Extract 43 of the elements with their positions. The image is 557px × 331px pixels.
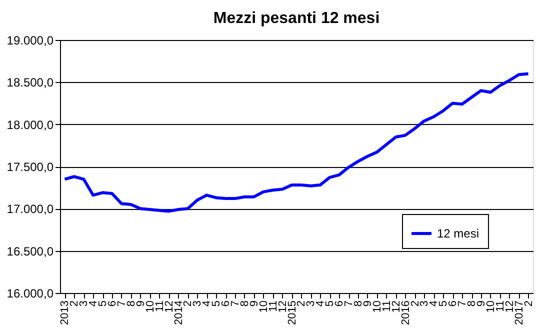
x-tick-label: 2 xyxy=(522,300,535,307)
chart-title: Mezzi pesanti 12 mesi xyxy=(213,10,380,27)
x-tick-label: 9 xyxy=(134,300,147,307)
y-tick-label: 17.000,0 xyxy=(6,202,54,216)
y-tick-label: 18.000,0 xyxy=(6,118,54,132)
x-tick-label: 8 xyxy=(352,300,364,307)
x-tick-label: 3 xyxy=(192,300,204,307)
x-tick-label: 11 xyxy=(380,300,393,312)
x-tick-label: 11 xyxy=(267,300,280,312)
x-tick-label: 10 xyxy=(371,300,384,313)
x-tick-label: 2016 xyxy=(400,300,412,325)
x-tick-label: 10 xyxy=(484,300,497,313)
line-series xyxy=(63,72,530,213)
x-tick-label: 11 xyxy=(154,300,166,312)
x-tick-label: 9 xyxy=(248,300,260,307)
x-tick-label: 12 xyxy=(163,300,176,313)
x-tick-label: 3 xyxy=(78,300,90,307)
x-tick-label: 11 xyxy=(494,300,506,312)
y-tick-label: 19.000,0 xyxy=(6,34,54,48)
x-tick-label: 8 xyxy=(125,300,138,307)
x-tick-label: 2017 xyxy=(513,300,526,325)
x-tick-label: 12 xyxy=(504,300,516,313)
x-tick-label: 12 xyxy=(390,300,402,313)
x-tick-label: 3 xyxy=(418,300,431,307)
x-tick-label: 10 xyxy=(258,300,270,313)
legend-label: 12 mesi xyxy=(437,226,480,240)
x-tick-label: 6 xyxy=(447,300,460,307)
y-tick-label: 16.000,0 xyxy=(6,286,54,300)
y-tick-label: 17.500,0 xyxy=(6,160,54,174)
x-tick-label: 10 xyxy=(144,300,156,313)
x-tick-label: 6 xyxy=(220,300,232,307)
x-tick-label: 4 xyxy=(201,300,214,307)
x-tick-label: 3 xyxy=(305,300,318,307)
x-tick-label: 9 xyxy=(475,300,488,307)
y-tick-label: 18.500,0 xyxy=(6,76,54,90)
x-tick-label: 4 xyxy=(314,300,327,307)
x-tick-label: 4 xyxy=(88,300,100,307)
x-tick-label: 8 xyxy=(238,300,251,307)
x-tick-label: 6 xyxy=(334,300,346,307)
x-tick-label: 4 xyxy=(428,300,440,307)
x-tick-label: 9 xyxy=(362,300,374,307)
x-tick-label: 12 xyxy=(276,300,289,313)
y-tick-label: 16.500,0 xyxy=(6,244,54,258)
